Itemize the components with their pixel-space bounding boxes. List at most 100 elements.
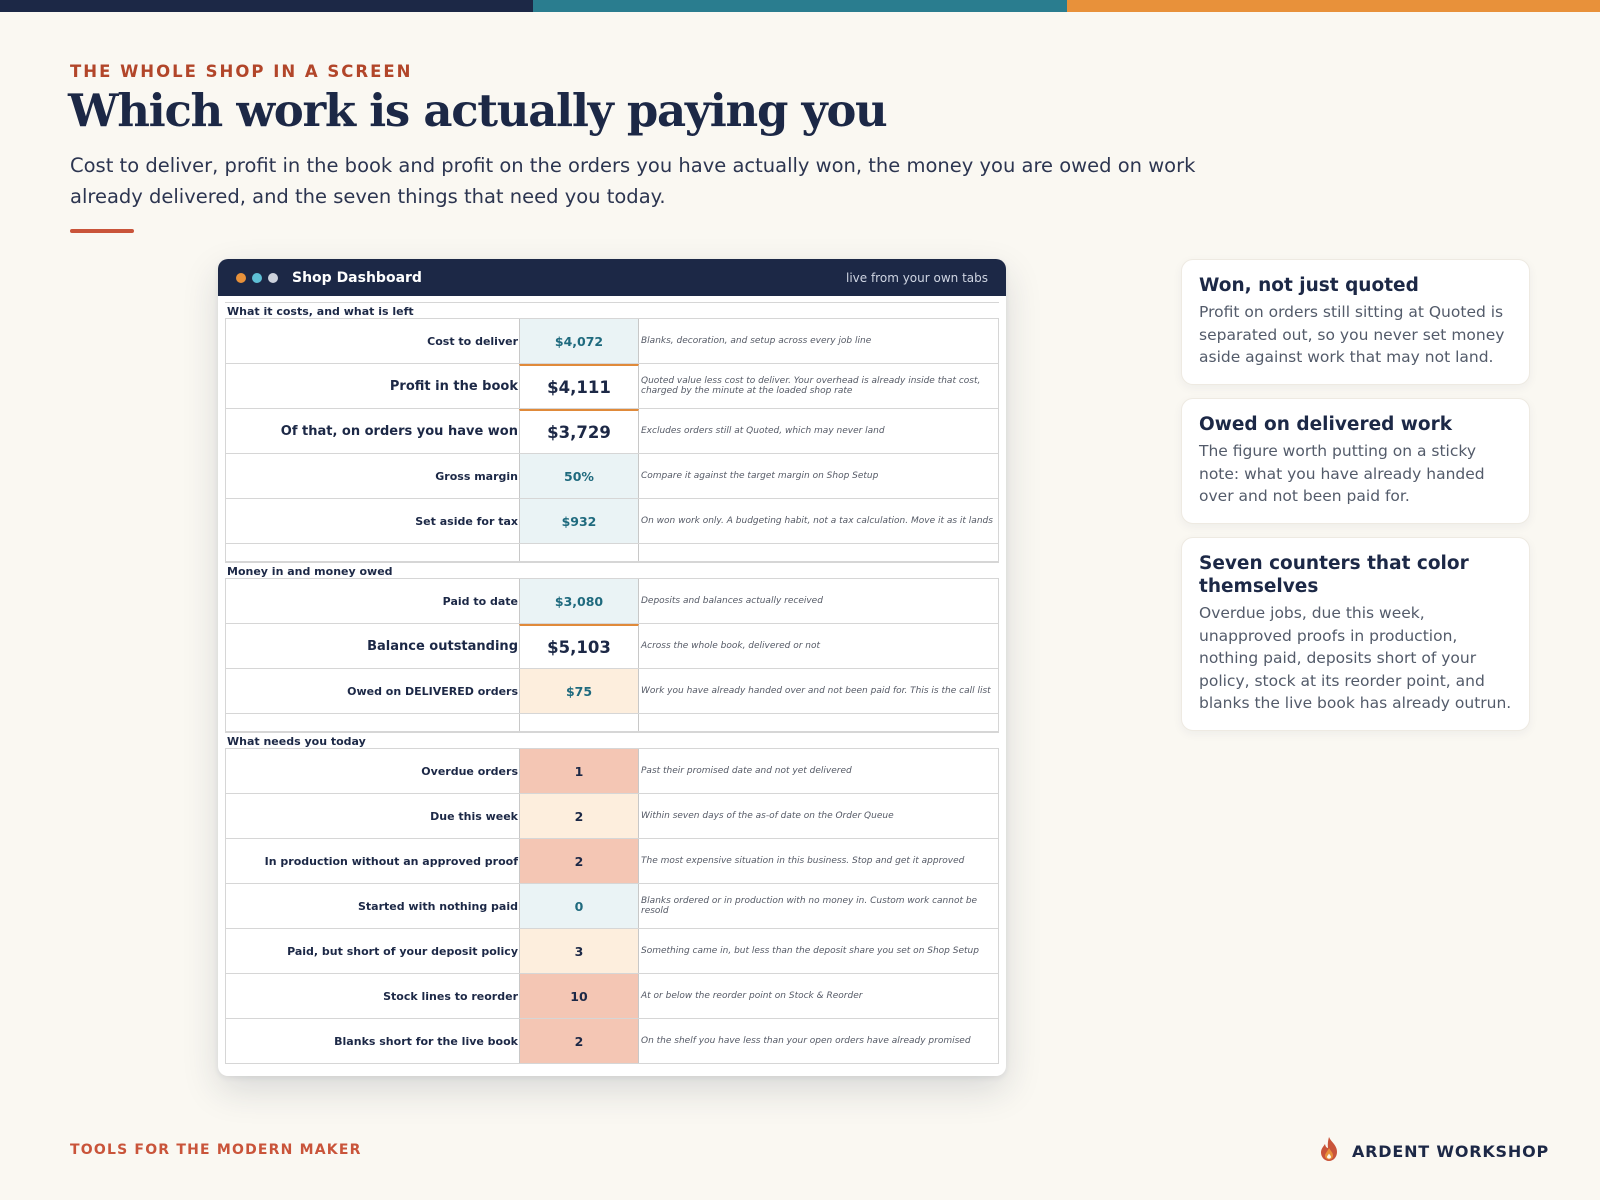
row-value[interactable]: $3,729 (519, 409, 639, 453)
table-row: Due this week 2 Within seven days of the… (225, 794, 999, 839)
row-value[interactable]: 3 (519, 929, 639, 973)
flame-icon (1318, 1136, 1340, 1166)
spacer-cell (225, 714, 519, 731)
section-today-label: What needs you today (225, 732, 999, 749)
section-money-label: Money in and money owed (225, 562, 999, 579)
spacer-row (225, 714, 999, 732)
top-color-bar (0, 0, 1600, 12)
row-label: Paid to date (225, 579, 519, 623)
footer-brand: ARDENT WORKSHOP (1318, 1136, 1549, 1166)
row-note: On the shelf you have less than your ope… (639, 1019, 999, 1063)
row-note: Work you have already handed over and no… (639, 669, 999, 713)
row-note: On won work only. A budgeting habit, not… (639, 499, 999, 543)
row-note: At or below the reorder point on Stock &… (639, 974, 999, 1018)
row-note: Blanks, decoration, and setup across eve… (639, 319, 999, 363)
top-bar-orange (1066, 0, 1600, 12)
page-subtitle: Cost to deliver, profit in the book and … (70, 154, 1196, 208)
card-body: Profit on orders still sitting at Quoted… (1199, 303, 1505, 366)
row-value[interactable]: 2 (519, 1019, 639, 1063)
row-label: Paid, but short of your deposit policy (225, 929, 519, 973)
row-label: Owed on DELIVERED orders (225, 669, 519, 713)
row-note: The most expensive situation in this bus… (639, 839, 999, 883)
table-row: Of that, on orders you have won $3,729 E… (225, 409, 999, 454)
window-titlebar: Shop Dashboard live from your own tabs (218, 259, 1006, 296)
spacer-cell (225, 544, 519, 561)
row-value[interactable]: $5,103 (519, 624, 639, 668)
row-label: Profit in the book (225, 364, 519, 408)
minimize-dot[interactable] (252, 272, 262, 283)
window-title: Shop Dashboard (292, 269, 422, 286)
row-note: Within seven days of the as-of date on t… (639, 794, 999, 838)
maximize-dot[interactable] (268, 272, 278, 283)
table-row: Cost to deliver $4,072 Blanks, decoratio… (225, 319, 999, 364)
row-note: Excludes orders still at Quoted, which m… (639, 409, 999, 453)
spacer-cell (519, 714, 639, 731)
row-value[interactable]: $4,072 (519, 319, 639, 363)
card-title: Owed on delivered work (1199, 414, 1453, 435)
row-value[interactable]: 2 (519, 794, 639, 838)
row-note: Something came in, but less than the dep… (639, 929, 999, 973)
row-value[interactable]: 2 (519, 839, 639, 883)
row-note: Compare it against the target margin on … (639, 454, 999, 498)
row-label: Blanks short for the live book (225, 1019, 519, 1063)
footer-tagline: TOOLS FOR THE MODERN MAKER (70, 1142, 362, 1158)
card-body: The figure worth putting on a sticky not… (1199, 442, 1485, 505)
table-row: Owed on DELIVERED orders $75 Work you ha… (225, 669, 999, 714)
card-owed-delivered: Owed on delivered work The figure worth … (1181, 398, 1530, 524)
page-title: Which work is actually paying you (68, 84, 888, 137)
card-title: Won, not just quoted (1199, 275, 1419, 296)
card-title: Seven counters that color themselves (1199, 553, 1469, 597)
table-row: Overdue orders 1 Past their promised dat… (225, 749, 999, 794)
eyebrow: THE WHOLE SHOP IN A SCREEN (70, 62, 413, 81)
row-note: Blanks ordered or in production with no … (639, 884, 999, 928)
row-value[interactable]: 0 (519, 884, 639, 928)
section-costs-label: What it costs, and what is left (225, 302, 999, 319)
spacer-cell (519, 544, 639, 561)
table-row: Paid, but short of your deposit policy 3… (225, 929, 999, 974)
row-label: Cost to deliver (225, 319, 519, 363)
row-label: Due this week (225, 794, 519, 838)
card-won-not-quoted: Won, not just quoted Profit on orders st… (1181, 259, 1530, 385)
table-row: Set aside for tax $932 On won work only.… (225, 499, 999, 544)
row-label: Set aside for tax (225, 499, 519, 543)
row-label: Balance outstanding (225, 624, 519, 668)
row-note: Across the whole book, delivered or not (639, 624, 999, 668)
spacer-row (225, 544, 999, 562)
row-label: In production without an approved proof (225, 839, 519, 883)
row-value[interactable]: 50% (519, 454, 639, 498)
close-dot[interactable] (236, 272, 246, 283)
table-row: Balance outstanding $5,103 Across the wh… (225, 624, 999, 669)
row-value[interactable]: 1 (519, 749, 639, 793)
row-note: Quoted value less cost to deliver. Your … (639, 364, 999, 408)
table-row: Started with nothing paid 0 Blanks order… (225, 884, 999, 929)
row-note: Deposits and balances actually received (639, 579, 999, 623)
row-value[interactable]: $932 (519, 499, 639, 543)
row-label: Of that, on orders you have won (225, 409, 519, 453)
card-body: Overdue jobs, due this week, unapproved … (1199, 604, 1512, 712)
row-value[interactable]: $3,080 (519, 579, 639, 623)
table-row: Paid to date $3,080 Deposits and balance… (225, 579, 999, 624)
dashboard-window: Shop Dashboard live from your own tabs W… (218, 259, 1006, 1076)
spacer-cell (639, 714, 999, 731)
row-label: Started with nothing paid (225, 884, 519, 928)
table-row: Gross margin 50% Compare it against the … (225, 454, 999, 499)
window-status: live from your own tabs (845, 270, 988, 285)
card-seven-counters: Seven counters that color themselves Ove… (1181, 537, 1530, 731)
row-value[interactable]: $75 (519, 669, 639, 713)
table-row: In production without an approved proof … (225, 839, 999, 884)
row-value[interactable]: 10 (519, 974, 639, 1018)
row-label: Stock lines to reorder (225, 974, 519, 1018)
table-row: Profit in the book $4,111 Quoted value l… (225, 364, 999, 409)
table-row: Stock lines to reorder 10 At or below th… (225, 974, 999, 1019)
spacer-cell (639, 544, 999, 561)
table-row: Blanks short for the live book 2 On the … (225, 1019, 999, 1064)
row-label: Overdue orders (225, 749, 519, 793)
accent-rule (70, 229, 134, 233)
top-bar-teal (533, 0, 1067, 12)
top-bar-navy (0, 0, 534, 12)
row-label: Gross margin (225, 454, 519, 498)
brand-name: ARDENT WORKSHOP (1352, 1141, 1549, 1161)
dashboard-sheet: What it costs, and what is left Cost to … (225, 302, 999, 1064)
row-note: Past their promised date and not yet del… (639, 749, 999, 793)
row-value[interactable]: $4,111 (519, 364, 639, 408)
